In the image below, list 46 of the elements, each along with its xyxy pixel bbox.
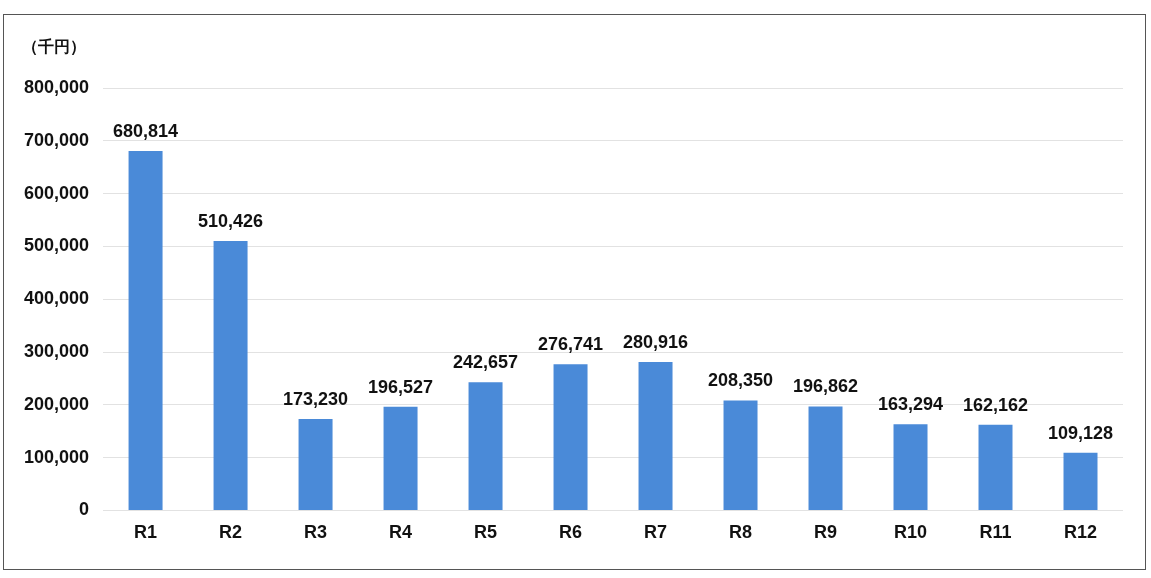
data-label: 242,657 [453, 352, 519, 373]
data-label: 208,350 [707, 370, 774, 391]
x-tick-label: R4 [389, 522, 413, 543]
x-tick-label: R6 [559, 522, 583, 543]
x-tick-label: R9 [814, 522, 838, 543]
bar [383, 406, 418, 510]
data-label: 680,814 [113, 120, 179, 141]
x-tick-label: R10 [894, 522, 928, 543]
y-tick-label: 200,000 [23, 393, 90, 414]
y-tick-label: 700,000 [23, 129, 90, 150]
data-label: 280,916 [622, 332, 689, 353]
bar [553, 364, 588, 510]
bar [1063, 452, 1098, 510]
data-label: 162,162 [962, 394, 1029, 415]
bar [638, 362, 673, 510]
y-tick-label: 800,000 [23, 76, 90, 97]
y-tick-label: 300,000 [23, 340, 90, 361]
data-label: 109,128 [1047, 422, 1114, 443]
y-tick-label: 500,000 [23, 235, 90, 256]
x-tick-label: R7 [644, 522, 668, 543]
data-label: 173,230 [283, 388, 349, 409]
bar [723, 400, 758, 510]
bar [808, 406, 843, 510]
bar [893, 424, 928, 510]
x-tick-label: R1 [134, 522, 158, 543]
data-label: 196,527 [368, 376, 434, 397]
bar [978, 424, 1013, 510]
x-tick-label: R11 [979, 522, 1012, 543]
y-tick-label: 400,000 [23, 288, 90, 309]
bar [298, 418, 333, 510]
y-tick-label: 600,000 [23, 182, 90, 203]
bar [213, 240, 248, 510]
y-tick-label: 0 [79, 499, 90, 520]
x-tick-label: R3 [304, 522, 328, 543]
data-label: 510,426 [198, 210, 264, 231]
y-axis-title: （千円） [22, 38, 86, 57]
data-label: 196,862 [792, 376, 859, 397]
bar [468, 382, 503, 510]
x-tick-label: R5 [474, 522, 498, 543]
x-tick-label: R12 [1063, 522, 1098, 543]
bar [128, 150, 163, 510]
x-tick-label: R8 [729, 522, 753, 543]
data-label: 163,294 [877, 394, 944, 415]
y-tick-label: 100,000 [23, 446, 90, 467]
x-tick-label: R2 [219, 522, 243, 543]
data-label: 276,741 [538, 334, 604, 355]
